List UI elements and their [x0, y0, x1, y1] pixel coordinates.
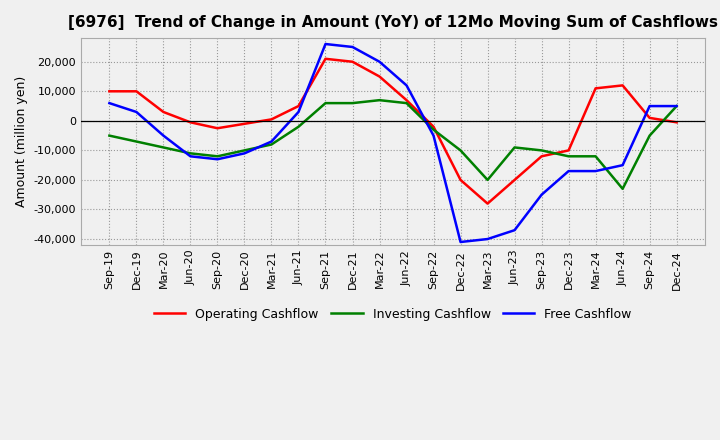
Investing Cashflow [348, 100, 357, 106]
Operating Cashflow [159, 110, 168, 115]
Free Cashflow [267, 139, 276, 144]
Investing Cashflow [537, 148, 546, 153]
Investing Cashflow [105, 133, 114, 138]
Investing Cashflow [456, 148, 465, 153]
Free Cashflow [348, 44, 357, 50]
Investing Cashflow [645, 133, 654, 138]
Investing Cashflow [294, 124, 303, 129]
Free Cashflow [591, 169, 600, 174]
Line: Operating Cashflow: Operating Cashflow [109, 59, 677, 204]
Investing Cashflow [267, 142, 276, 147]
Operating Cashflow [213, 125, 222, 131]
Investing Cashflow [321, 100, 330, 106]
Operating Cashflow [591, 86, 600, 91]
Operating Cashflow [429, 124, 438, 129]
Investing Cashflow [186, 151, 194, 156]
Free Cashflow [510, 227, 519, 233]
Operating Cashflow [321, 56, 330, 62]
Free Cashflow [402, 83, 411, 88]
Investing Cashflow [618, 186, 627, 191]
Investing Cashflow [132, 139, 140, 144]
Investing Cashflow [159, 145, 168, 150]
Operating Cashflow [618, 83, 627, 88]
Free Cashflow [537, 192, 546, 198]
Operating Cashflow [402, 98, 411, 103]
Operating Cashflow [240, 121, 249, 126]
Free Cashflow [618, 162, 627, 168]
Operating Cashflow [456, 177, 465, 183]
Operating Cashflow [132, 88, 140, 94]
Investing Cashflow [375, 98, 384, 103]
Investing Cashflow [672, 103, 681, 109]
Operating Cashflow [267, 117, 276, 122]
Investing Cashflow [240, 148, 249, 153]
Free Cashflow [672, 103, 681, 109]
Free Cashflow [132, 110, 140, 115]
Free Cashflow [159, 133, 168, 138]
Line: Free Cashflow: Free Cashflow [109, 44, 677, 242]
Free Cashflow [186, 154, 194, 159]
Free Cashflow [375, 59, 384, 64]
Operating Cashflow [537, 154, 546, 159]
Operating Cashflow [348, 59, 357, 64]
Free Cashflow [213, 157, 222, 162]
Y-axis label: Amount (million yen): Amount (million yen) [15, 76, 28, 207]
Operating Cashflow [483, 201, 492, 206]
Operating Cashflow [564, 148, 573, 153]
Investing Cashflow [429, 127, 438, 132]
Operating Cashflow [294, 103, 303, 109]
Free Cashflow [456, 239, 465, 245]
Operating Cashflow [672, 120, 681, 125]
Free Cashflow [105, 100, 114, 106]
Investing Cashflow [402, 100, 411, 106]
Title: [6976]  Trend of Change in Amount (YoY) of 12Mo Moving Sum of Cashflows: [6976] Trend of Change in Amount (YoY) o… [68, 15, 718, 30]
Operating Cashflow [105, 88, 114, 94]
Operating Cashflow [645, 115, 654, 121]
Free Cashflow [645, 103, 654, 109]
Investing Cashflow [213, 154, 222, 159]
Investing Cashflow [510, 145, 519, 150]
Investing Cashflow [591, 154, 600, 159]
Operating Cashflow [510, 177, 519, 183]
Free Cashflow [564, 169, 573, 174]
Free Cashflow [429, 133, 438, 138]
Line: Investing Cashflow: Investing Cashflow [109, 100, 677, 189]
Investing Cashflow [483, 177, 492, 183]
Free Cashflow [294, 110, 303, 115]
Free Cashflow [321, 41, 330, 47]
Operating Cashflow [186, 120, 194, 125]
Legend: Operating Cashflow, Investing Cashflow, Free Cashflow: Operating Cashflow, Investing Cashflow, … [149, 303, 636, 326]
Free Cashflow [240, 151, 249, 156]
Free Cashflow [483, 236, 492, 242]
Investing Cashflow [564, 154, 573, 159]
Operating Cashflow [375, 74, 384, 79]
